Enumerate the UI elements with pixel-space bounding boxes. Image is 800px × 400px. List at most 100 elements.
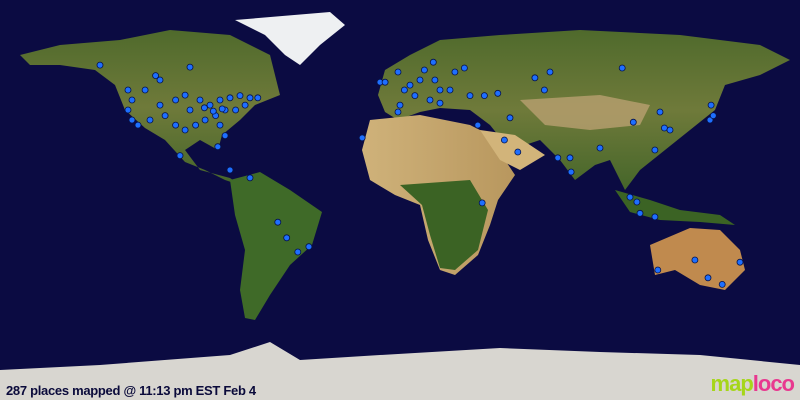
place-marker[interactable] <box>656 108 664 116</box>
arabia <box>480 130 545 170</box>
place-marker[interactable] <box>172 96 180 104</box>
place-marker[interactable] <box>186 63 194 71</box>
place-marker[interactable] <box>478 199 486 207</box>
place-marker[interactable] <box>232 106 240 114</box>
place-marker[interactable] <box>494 89 502 97</box>
place-marker[interactable] <box>546 68 554 76</box>
place-marker[interactable] <box>429 58 437 66</box>
place-marker[interactable] <box>192 121 200 129</box>
logo-map: map <box>710 371 754 396</box>
place-marker[interactable] <box>128 116 136 124</box>
place-marker[interactable] <box>618 64 626 72</box>
place-marker[interactable] <box>246 174 254 182</box>
place-marker[interactable] <box>506 114 514 122</box>
place-marker[interactable] <box>134 121 142 129</box>
place-marker[interactable] <box>152 72 160 79</box>
place-marker[interactable] <box>596 144 604 152</box>
place-marker[interactable] <box>446 86 454 94</box>
place-marker[interactable] <box>186 106 194 114</box>
place-marker[interactable] <box>400 86 408 94</box>
place-marker[interactable] <box>567 168 575 176</box>
place-marker[interactable] <box>181 126 189 134</box>
place-marker[interactable] <box>161 112 169 119</box>
place-marker[interactable] <box>206 101 214 109</box>
place-marker[interactable] <box>254 94 262 102</box>
place-marker[interactable] <box>381 78 389 86</box>
place-marker[interactable] <box>416 76 424 84</box>
place-marker[interactable] <box>241 101 249 109</box>
place-marker[interactable] <box>704 274 712 282</box>
place-marker[interactable] <box>654 266 662 274</box>
place-marker[interactable] <box>633 198 641 206</box>
place-marker[interactable] <box>218 105 226 113</box>
place-marker[interactable] <box>460 64 468 72</box>
places-mapped-caption: 287 places mapped @ 11:13 pm EST Feb 4 <box>6 383 256 398</box>
place-marker[interactable] <box>566 154 574 162</box>
place-marker[interactable] <box>666 126 674 134</box>
place-marker[interactable] <box>420 66 428 74</box>
place-marker[interactable] <box>394 68 402 76</box>
place-marker[interactable] <box>226 166 234 174</box>
greenland <box>235 12 345 65</box>
place-marker[interactable] <box>706 116 714 124</box>
place-marker[interactable] <box>514 148 522 156</box>
logo-loco: loco <box>752 371 795 396</box>
place-marker[interactable] <box>396 101 404 109</box>
place-marker[interactable] <box>274 218 282 226</box>
place-marker[interactable] <box>406 81 414 89</box>
place-marker[interactable] <box>436 99 444 107</box>
place-marker[interactable] <box>718 280 726 288</box>
place-marker[interactable] <box>500 136 508 144</box>
place-marker[interactable] <box>358 134 366 142</box>
place-marker[interactable] <box>541 86 548 94</box>
place-marker[interactable] <box>156 76 164 84</box>
place-marker[interactable] <box>221 132 229 140</box>
place-marker[interactable] <box>200 104 208 112</box>
place-marker[interactable] <box>707 101 715 109</box>
place-marker[interactable] <box>531 74 539 82</box>
place-marker[interactable] <box>626 193 634 201</box>
place-marker[interactable] <box>196 96 204 104</box>
place-marker[interactable] <box>480 92 488 99</box>
place-marker[interactable] <box>431 76 439 84</box>
place-marker[interactable] <box>651 213 659 221</box>
place-marker[interactable] <box>451 68 459 76</box>
place-marker[interactable] <box>124 106 132 114</box>
place-marker[interactable] <box>466 92 474 99</box>
place-marker[interactable] <box>636 209 644 217</box>
place-marker[interactable] <box>283 234 291 242</box>
place-marker[interactable] <box>236 92 244 99</box>
place-marker[interactable] <box>554 154 562 162</box>
place-marker[interactable] <box>226 94 234 102</box>
place-marker[interactable] <box>691 256 699 264</box>
place-marker[interactable] <box>709 112 717 119</box>
place-marker[interactable] <box>141 86 149 94</box>
place-marker[interactable] <box>294 248 302 256</box>
place-marker[interactable] <box>209 107 217 115</box>
place-marker[interactable] <box>128 96 136 104</box>
place-marker[interactable] <box>156 101 164 109</box>
place-marker[interactable] <box>201 116 209 124</box>
maploco-logo[interactable]: maploco <box>710 371 795 397</box>
place-marker[interactable] <box>146 116 154 124</box>
place-marker[interactable] <box>474 121 482 129</box>
place-marker[interactable] <box>124 86 132 94</box>
place-marker[interactable] <box>214 143 222 151</box>
place-marker[interactable] <box>216 121 224 129</box>
place-marker[interactable] <box>426 96 434 104</box>
place-marker[interactable] <box>96 61 104 69</box>
place-marker[interactable] <box>172 121 180 129</box>
place-marker[interactable] <box>661 124 668 132</box>
place-marker[interactable] <box>436 86 444 94</box>
place-marker[interactable] <box>216 96 224 104</box>
place-marker[interactable] <box>736 258 744 266</box>
place-marker[interactable] <box>246 94 254 102</box>
place-marker[interactable] <box>181 91 189 99</box>
place-marker[interactable] <box>176 152 184 160</box>
place-marker[interactable] <box>651 146 659 154</box>
place-marker[interactable] <box>629 118 637 126</box>
place-marker[interactable] <box>411 92 419 99</box>
place-marker[interactable] <box>394 108 402 116</box>
place-marker[interactable] <box>305 243 313 251</box>
